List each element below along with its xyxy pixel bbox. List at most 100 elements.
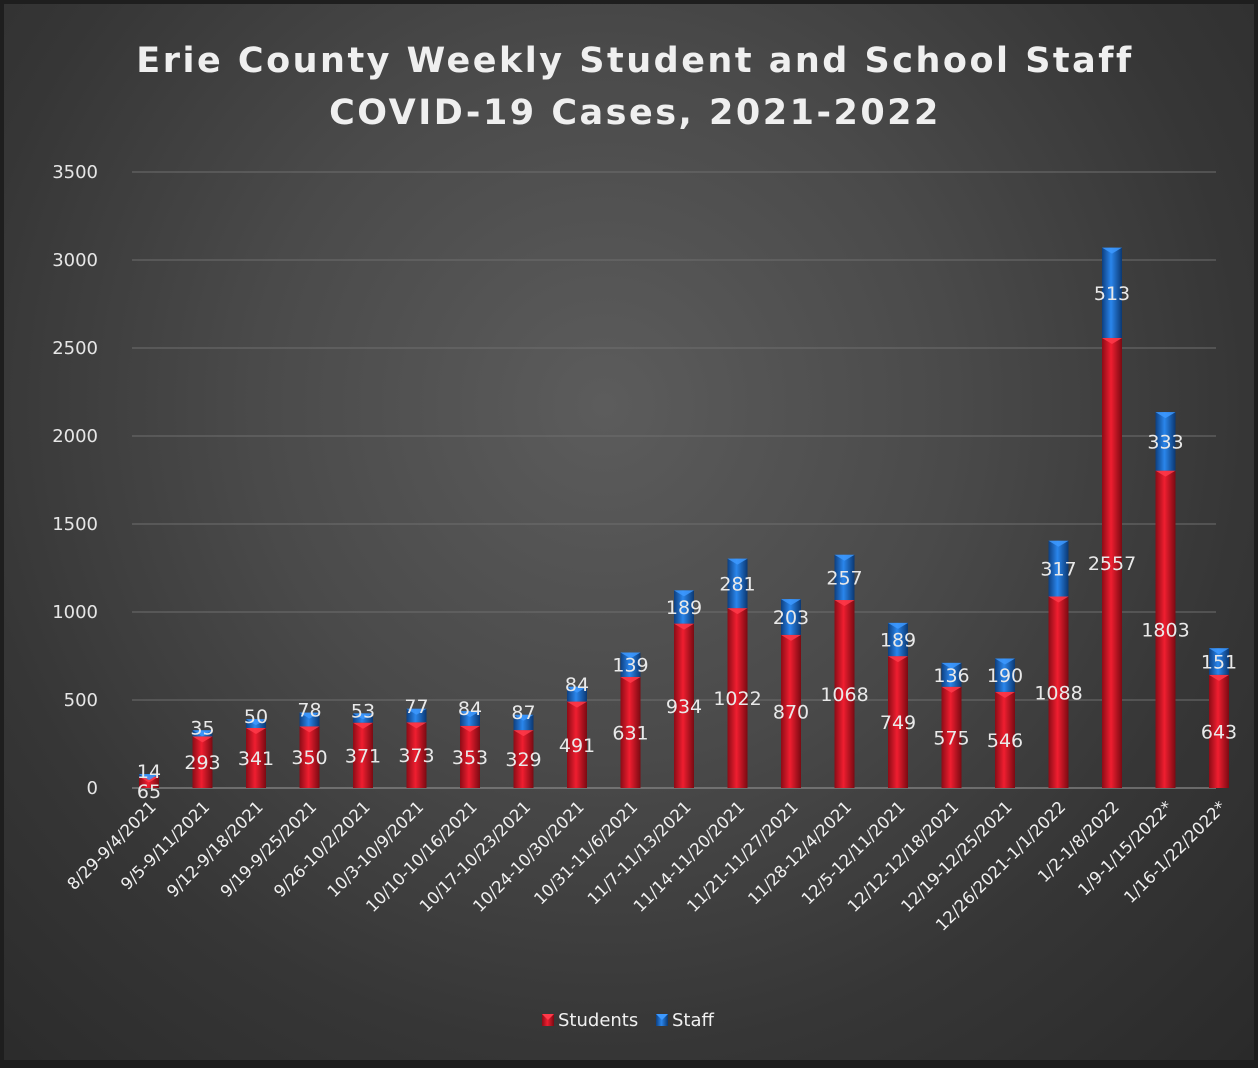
data-label-students-19: 1803: [1141, 619, 1189, 641]
x-tick-label: 1/16-1/22/2022*: [1120, 797, 1230, 907]
bar-staff-20: [1209, 648, 1229, 675]
bar-cap-staff-9: [620, 652, 641, 659]
bar-cap-staff-15: [941, 662, 962, 669]
bar-cap-students-10: [674, 623, 694, 630]
bar-staff-8: [567, 686, 587, 702]
bar-cap-staff-16: [995, 658, 1015, 665]
bar-staff-18: [1102, 247, 1122, 338]
data-label-students-8: 491: [559, 735, 595, 757]
data-label-students-13: 1068: [820, 684, 868, 706]
bar-cap-staff-4: [353, 713, 373, 720]
data-label-students-4: 371: [345, 745, 381, 767]
bar-students-5: [406, 722, 427, 788]
data-label-students-18: 2557: [1088, 553, 1136, 575]
chart-area: Erie County Weekly Student and School St…: [4, 4, 1254, 1060]
data-label-staff-2: 50: [244, 706, 268, 728]
bar-cap-students-16: [995, 691, 1015, 698]
bar-staff-6: [460, 711, 480, 726]
bar-cap-students-5: [406, 722, 427, 729]
bar-students-17: [1048, 596, 1069, 788]
legend-label-staff: Staff: [672, 1010, 715, 1031]
bar-cap-students-7: [513, 730, 534, 737]
legend: Students Staff: [542, 1010, 715, 1031]
data-label-staff-0: 14: [137, 761, 161, 783]
x-tick-label: 1/9-1/15/2022*: [1074, 797, 1176, 899]
data-label-students-16: 546: [987, 730, 1023, 752]
data-label-students-0: 65: [137, 781, 161, 803]
bar-cap-staff-10: [674, 590, 694, 597]
bar-staff-9: [620, 652, 641, 677]
bar-cap-staff-0: [139, 774, 159, 781]
data-label-students-15: 575: [933, 727, 969, 749]
bar-staff-15: [941, 662, 962, 687]
data-label-staff-6: 84: [458, 698, 482, 720]
data-label-staff-12: 203: [773, 607, 809, 629]
bar-cap-students-12: [781, 634, 801, 641]
bar-cap-students-14: [888, 656, 908, 663]
data-label-students-10: 934: [666, 696, 702, 718]
bar-cap-staff-3: [299, 712, 320, 719]
bar-students-20: [1209, 674, 1229, 788]
data-label-students-6: 353: [452, 747, 488, 769]
data-label-students-17: 1088: [1034, 682, 1082, 704]
y-tick-label: 2000: [52, 426, 98, 447]
data-label-staff-5: 77: [404, 696, 428, 718]
bar-cap-students-20: [1209, 674, 1229, 681]
data-label-students-1: 293: [184, 752, 220, 774]
data-label-staff-1: 35: [190, 717, 214, 739]
data-label-students-20: 643: [1201, 721, 1237, 743]
data-label-staff-14: 189: [880, 630, 916, 652]
bar-students-12: [781, 634, 801, 788]
data-label-students-11: 1022: [713, 688, 761, 710]
bar-cap-staff-7: [513, 714, 534, 721]
data-label-staff-3: 78: [297, 700, 321, 722]
x-tick-label: 8/29-9/4/2021: [64, 797, 160, 893]
bar-cap-students-15: [941, 686, 962, 693]
bar-staff-17: [1048, 540, 1069, 597]
y-tick-label: 2500: [52, 338, 98, 359]
legend-label-students: Students: [558, 1010, 638, 1031]
bar-cap-staff-20: [1209, 648, 1229, 655]
data-label-staff-15: 136: [933, 665, 969, 687]
x-tick-label: 10/3-10/9/2021: [324, 797, 428, 901]
bar-cap-staff-8: [567, 686, 587, 693]
y-tick-label: 3500: [52, 162, 98, 183]
data-label-staff-8: 84: [565, 674, 589, 696]
bar-students-3: [299, 726, 320, 788]
data-label-staff-20: 151: [1201, 652, 1237, 674]
bar-cap-staff-19: [1155, 412, 1176, 419]
data-label-students-14: 749: [880, 712, 916, 734]
data-label-students-7: 329: [505, 749, 541, 771]
stacked-bar-chart: Erie County Weekly Student and School St…: [52, 41, 1237, 1031]
x-tick-label: 9/12-9/18/2021: [163, 797, 267, 901]
bar-students-16: [995, 691, 1015, 788]
bar-cap-students-13: [834, 600, 855, 607]
data-label-staff-17: 317: [1040, 559, 1076, 581]
data-label-staff-11: 281: [719, 573, 755, 595]
data-label-staff-18: 513: [1094, 283, 1130, 305]
bar-cap-students-11: [727, 608, 748, 615]
x-tick-label: 9/26-10/2/2021: [270, 797, 374, 901]
y-tick-label: 0: [87, 778, 98, 799]
bar-students-19: [1155, 470, 1176, 788]
bar-students-7: [513, 730, 534, 788]
bar-staff-3: [299, 712, 320, 727]
bar-students-11: [727, 608, 748, 788]
bar-cap-staff-6: [460, 711, 480, 718]
legend-swatch-cap: [542, 1014, 554, 1020]
bar-cap-students-1: [192, 736, 213, 743]
bars: [139, 247, 1229, 788]
bar-staff-11: [727, 558, 748, 609]
bar-students-15: [941, 686, 962, 788]
bar-students-9: [620, 676, 641, 788]
bar-cap-students-4: [353, 722, 373, 729]
y-tick-label: 500: [64, 690, 98, 711]
bar-students-4: [353, 722, 373, 788]
x-axis-ticks: 8/29-9/4/20219/5-9/11/20219/12-9/18/2021…: [64, 797, 1230, 934]
bar-cap-staff-12: [781, 599, 801, 606]
bar-cap-students-3: [299, 726, 320, 733]
data-label-staff-19: 333: [1147, 431, 1183, 453]
y-tick-label: 3000: [52, 250, 98, 271]
bar-cap-students-18: [1102, 337, 1122, 344]
